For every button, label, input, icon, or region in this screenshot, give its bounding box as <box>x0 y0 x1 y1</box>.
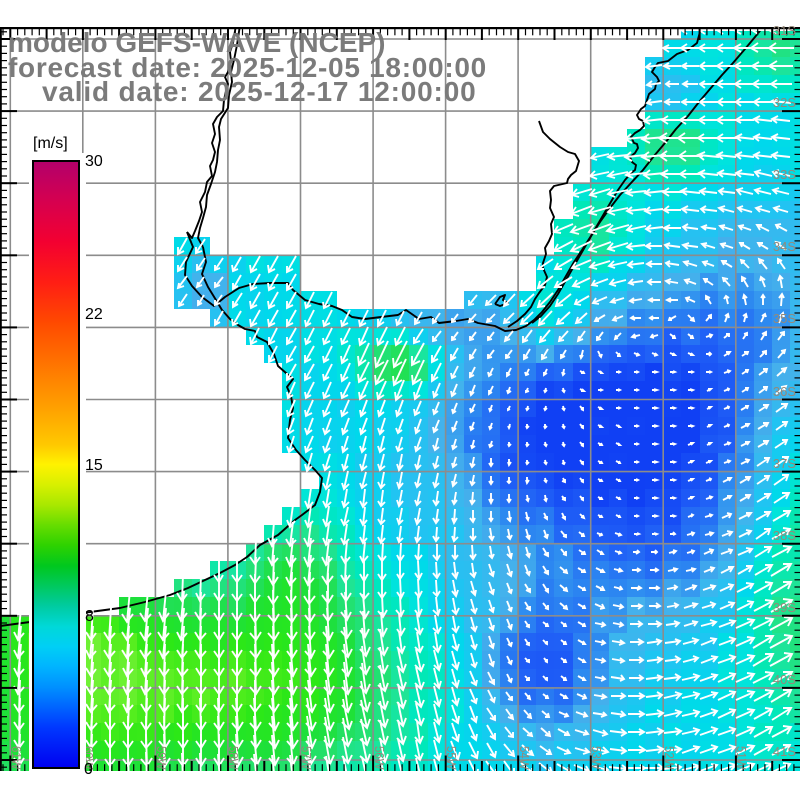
svg-text:34S: 34S <box>773 239 796 254</box>
svg-text:41S: 41S <box>773 744 796 759</box>
svg-text:40S: 40S <box>773 672 796 687</box>
svg-text:32S: 32S <box>773 95 796 110</box>
svg-text:52W: 52W <box>662 746 677 770</box>
svg-text:53W: 53W <box>589 746 604 770</box>
svg-text:61W: 61W <box>9 746 24 770</box>
svg-text:39S: 39S <box>773 600 796 615</box>
svg-text:22: 22 <box>85 306 103 323</box>
svg-text:58W: 58W <box>226 746 241 770</box>
svg-text:51W: 51W <box>734 746 749 770</box>
svg-text:valid date: 2025-12-17 12:00:0: valid date: 2025-12-17 12:00:00 <box>42 76 476 107</box>
svg-text:38S: 38S <box>773 528 796 543</box>
svg-text:35S: 35S <box>773 311 796 326</box>
svg-text:31S: 31S <box>773 23 796 38</box>
svg-text:57W: 57W <box>299 746 314 770</box>
svg-text:55W: 55W <box>444 746 459 770</box>
svg-text:modelo GEFS-WAVE (NCEP): modelo GEFS-WAVE (NCEP) <box>8 27 386 58</box>
svg-text:8: 8 <box>85 608 94 625</box>
svg-text:33S: 33S <box>773 167 796 182</box>
svg-text:54W: 54W <box>517 746 532 770</box>
svg-text:forecast date: 2025-12-05 18:0: forecast date: 2025-12-05 18:00:00 <box>8 52 487 83</box>
svg-text:15: 15 <box>85 457 103 474</box>
svg-text:30: 30 <box>85 153 103 170</box>
svg-text:[m/s]: [m/s] <box>33 135 68 152</box>
svg-text:37S: 37S <box>773 456 796 471</box>
svg-text:59W: 59W <box>154 746 169 770</box>
svg-text:36S: 36S <box>773 384 796 399</box>
svg-text:0: 0 <box>84 761 93 778</box>
svg-text:56W: 56W <box>372 746 387 770</box>
